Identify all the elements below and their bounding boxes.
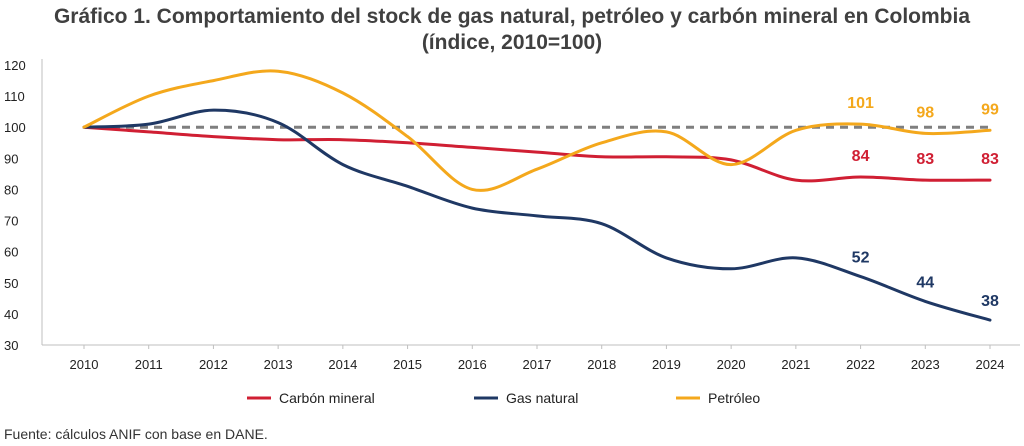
data-label: 52 <box>852 250 870 267</box>
x-tick-label: 2020 <box>717 357 746 372</box>
y-tick-label: 40 <box>4 307 18 322</box>
y-tick-label: 120 <box>4 58 26 73</box>
data-label: 83 <box>981 151 999 168</box>
x-tick-label: 2012 <box>199 357 228 372</box>
source-note: Fuente: cálculos ANIF con base en DANE. <box>4 426 268 442</box>
y-tick-label: 80 <box>4 182 18 197</box>
data-label: 38 <box>981 293 999 310</box>
data-labels: 84 83 83 52 44 38 101 98 99 <box>847 95 999 310</box>
y-tick-label: 30 <box>4 338 18 353</box>
x-tick-label: 2014 <box>328 357 357 372</box>
x-tick-label: 2018 <box>587 357 616 372</box>
data-label: 84 <box>852 148 870 165</box>
x-tick-label: 2021 <box>781 357 810 372</box>
chart-title: Gráfico 1. Comportamiento del stock de g… <box>0 4 1024 56</box>
x-tick-label: 2015 <box>393 357 422 372</box>
series-line-0 <box>82 125 992 183</box>
series-line-1 <box>82 108 992 322</box>
series-line-2 <box>82 69 992 192</box>
data-label: 44 <box>916 274 934 291</box>
x-tick-label: 2011 <box>135 357 163 372</box>
series-lines <box>82 69 992 322</box>
y-tick-label: 110 <box>4 89 25 104</box>
y-tick-label: 90 <box>4 151 18 166</box>
legend-label: Gas natural <box>506 390 578 406</box>
chart-title-line: Gráfico 1. Comportamiento del stock de g… <box>53 5 971 28</box>
x-tick-label: 2013 <box>264 357 293 372</box>
x-tick-label: 2017 <box>523 357 552 372</box>
y-tick-label: 60 <box>4 245 18 260</box>
y-tick-label: 70 <box>4 214 18 229</box>
x-tick-label: 2022 <box>846 357 875 372</box>
legend-label: Petróleo <box>708 390 760 406</box>
y-tick-label: 100 <box>4 120 26 135</box>
x-tick-label: 2019 <box>652 357 681 372</box>
legend-label: Carbón mineral <box>279 390 375 406</box>
data-label: 99 <box>981 101 999 118</box>
x-tick-label: 2023 <box>911 357 940 372</box>
x-tick-label: 2010 <box>70 357 99 372</box>
y-tick-label: 50 <box>4 276 18 291</box>
data-label: 98 <box>916 104 934 121</box>
data-label: 101 <box>847 95 874 112</box>
data-label: 83 <box>916 151 934 168</box>
x-tick-label: 2024 <box>976 357 1005 372</box>
legend: Carbón mineral Gas natural Petróleo <box>247 390 760 406</box>
x-tick-label: 2016 <box>458 357 487 372</box>
axes: 30 40 50 60 70 80 90 100 110 120 2010 2011 2012 2013 2… <box>4 58 1020 372</box>
chart-subtitle: (índice, 2010=100) <box>421 31 603 54</box>
